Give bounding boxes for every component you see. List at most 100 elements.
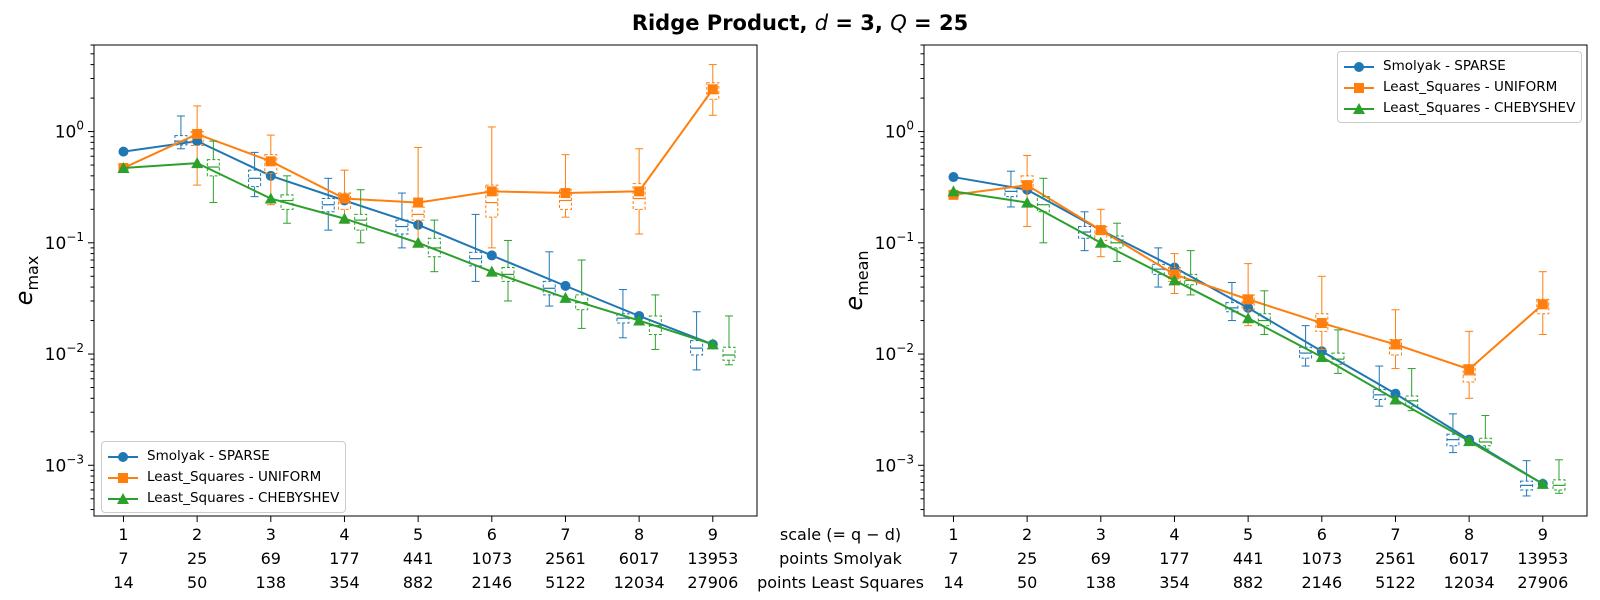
legend-marker (118, 472, 128, 483)
x-tick-label-scale-q-d: 9 (1538, 525, 1548, 544)
x-tick-label-points-smolyak: 25 (1017, 549, 1037, 568)
series-least-squares-chebyshev (947, 177, 1566, 494)
x-tick-label-points-least-squares: 882 (1233, 573, 1264, 592)
y-tick-exponent: −2 (66, 341, 84, 355)
data-point (265, 156, 276, 167)
data-point (1168, 274, 1181, 286)
box (485, 184, 499, 218)
data-point (338, 212, 351, 224)
data-point (1243, 302, 1254, 313)
x-tick-label-points-smolyak: 1073 (471, 549, 512, 568)
boxplot (485, 126, 499, 249)
x-tick-row-names: scale (= q − d) points Smolyak points Leas… (757, 525, 924, 592)
y-tick-label: 10−3 (45, 452, 84, 476)
series-least-squares-chebyshev (117, 140, 736, 366)
x-tick-label-scale-q-d: 6 (1317, 525, 1327, 544)
left-y-axis-label: emax (10, 256, 42, 306)
x-tick-label-points-smolyak: 69 (261, 549, 281, 568)
x-tick-label-points-smolyak: 2561 (1375, 549, 1416, 568)
box (1184, 273, 1198, 286)
y-tick-exponent: 0 (906, 119, 914, 133)
data-point (1389, 393, 1402, 405)
boxplot (1478, 415, 1492, 450)
x-tick-label-points-smolyak: 177 (329, 549, 360, 568)
box (632, 183, 646, 210)
x-tick-row-name-points-smolyak: points Smolyak (779, 549, 902, 568)
data-point (1315, 351, 1328, 363)
boxplot (1257, 290, 1271, 335)
data-point (1021, 196, 1034, 208)
x-tick-label-points-smolyak: 441 (1233, 549, 1264, 568)
legend-label: Least_Squares - UNIFORM (1383, 79, 1558, 95)
boxplot (632, 148, 646, 235)
x-tick-label-points-smolyak: 13953 (687, 549, 738, 568)
x-tick-label-points-least-squares: 27906 (1517, 573, 1568, 592)
data-point (1464, 364, 1475, 375)
legend-marker (117, 492, 129, 504)
data-point (1537, 299, 1548, 310)
y-tick-exponent: −3 (896, 452, 914, 466)
left-chart-legend: Smolyak - SPARSE Least_Squares - UNIFORM L… (101, 441, 347, 513)
x-tick-label-points-least-squares: 50 (1017, 573, 1037, 592)
right-chart-legend: Smolyak - SPARSE Least_Squares - UNIFORM L… (1337, 51, 1583, 123)
y-tick-label: 100 (55, 119, 84, 143)
y-tick-label: 10−3 (875, 452, 914, 476)
data-point (1242, 312, 1255, 324)
x-tick-label-points-least-squares: 5122 (1375, 573, 1416, 592)
x-tick-label-points-least-squares: 2146 (1301, 573, 1342, 592)
x-tick-label-scale-q-d: 7 (1390, 525, 1400, 544)
data-point (486, 186, 497, 197)
x-tick-label-points-least-squares: 354 (329, 573, 360, 592)
boxplot (354, 189, 368, 244)
legend-swatch (1344, 61, 1374, 72)
boxplot (706, 64, 720, 116)
series-least-squares-uniform (118, 64, 720, 249)
data-point (1022, 180, 1033, 191)
x-tick-label-points-least-squares: 882 (403, 573, 434, 592)
x-tick-label-points-least-squares: 12034 (614, 573, 665, 592)
right-chart-panel: 10−310−210−1100emean17142255036913841773… (840, 44, 1588, 592)
boxplot (206, 140, 220, 204)
boxplot (501, 239, 515, 302)
x-tick-label-points-least-squares: 50 (187, 573, 207, 592)
x-tick-label-points-smolyak: 441 (403, 549, 434, 568)
legend-swatch (1344, 82, 1374, 93)
left-plot-frame (93, 44, 758, 517)
box (542, 280, 556, 296)
legend-entry: Least_Squares - UNIFORM (108, 467, 339, 488)
data-point (559, 291, 572, 303)
data-point (1463, 435, 1476, 447)
boxplot (558, 154, 572, 218)
x-tick-label-scale-q-d: 8 (1464, 525, 1474, 544)
boxplot (411, 146, 425, 244)
box (1257, 313, 1271, 327)
data-point (191, 157, 204, 169)
data-point (1536, 477, 1549, 489)
boxplot (722, 315, 736, 366)
x-tick-label-points-least-squares: 14 (113, 573, 133, 592)
legend-entry: Least_Squares - CHEBYSHEV (1344, 98, 1575, 119)
y-tick-exponent: −2 (896, 341, 914, 355)
x-tick-label-scale-q-d: 4 (339, 525, 349, 544)
boxplot (427, 219, 441, 273)
y-tick-label: 10−2 (875, 341, 914, 365)
series-line (953, 176, 1544, 485)
legend-entry: Smolyak - SPARSE (1344, 56, 1575, 77)
legend-label: Least_Squares - CHEBYSHEV (147, 490, 340, 506)
data-point (1243, 294, 1254, 305)
x-tick-label-points-least-squares: 354 (1159, 573, 1190, 592)
boxplot (542, 251, 556, 307)
legend-swatch (108, 451, 138, 462)
data-point (706, 338, 719, 350)
data-point (633, 314, 646, 326)
data-point (560, 280, 571, 291)
data-point (192, 129, 203, 140)
legend-swatch (108, 472, 138, 483)
box (206, 159, 220, 177)
legend-label: Least_Squares - CHEBYSHEV (1383, 100, 1576, 116)
x-tick-label-points-smolyak: 6017 (619, 549, 660, 568)
legend-entry: Least_Squares - CHEBYSHEV (108, 488, 339, 509)
data-point (118, 146, 129, 157)
x-tick-label-scale-q-d: 5 (1243, 525, 1253, 544)
legend-marker (1354, 82, 1364, 93)
